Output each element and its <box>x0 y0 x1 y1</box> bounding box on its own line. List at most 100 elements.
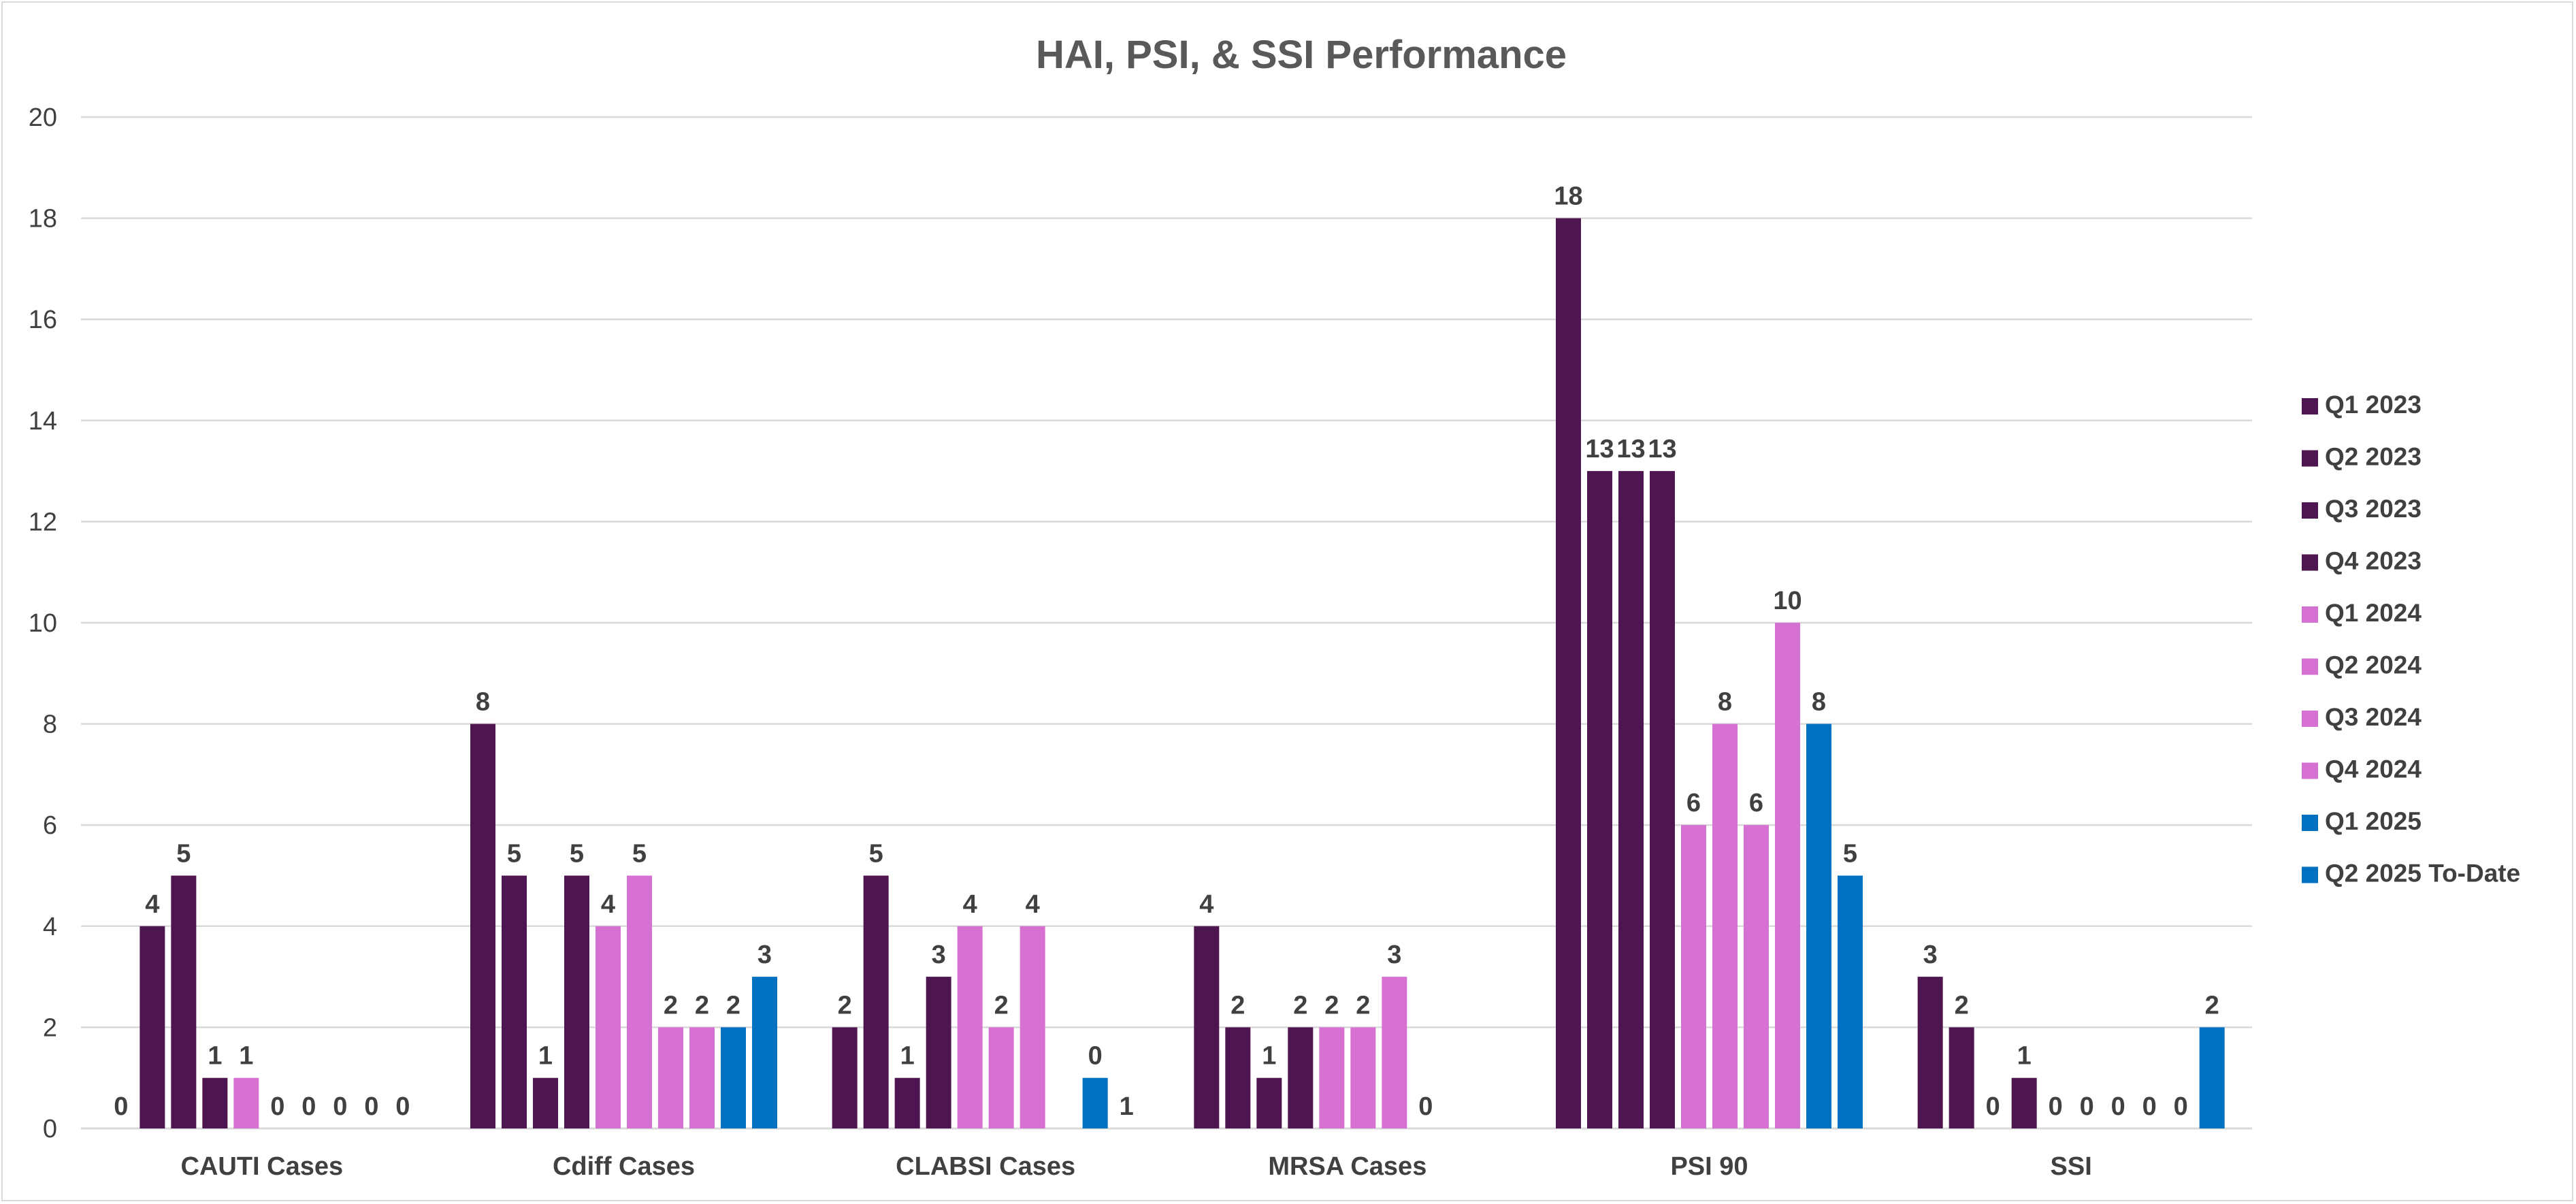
bar <box>533 1077 558 1128</box>
data-label: 0 <box>364 1092 378 1121</box>
y-axis-ticks: 0 2 4 6 8 10 12 14 16 18 20 <box>29 103 57 1143</box>
data-label: 2 <box>1293 991 1307 1020</box>
y-tick-label: 16 <box>29 306 57 334</box>
y-tick-label: 6 <box>43 811 57 840</box>
bar <box>502 875 527 1128</box>
legend-label: Q3 2023 <box>2325 495 2422 523</box>
x-category-label: MRSA Cases <box>1268 1152 1426 1181</box>
x-axis-categories: CAUTI Cases Cdiff Cases CLABSI Cases MRSA C… <box>181 1152 2092 1181</box>
bar <box>2011 1077 2037 1128</box>
data-label: 0 <box>1986 1092 2000 1121</box>
y-tick-label: 20 <box>29 103 57 132</box>
bar <box>233 1077 259 1128</box>
y-tick-label: 14 <box>29 407 57 436</box>
bar <box>1382 977 1407 1128</box>
data-label: 4 <box>601 890 615 919</box>
legend-label: Q4 2024 <box>2325 755 2422 783</box>
gridlines <box>81 116 2252 1130</box>
x-category-label: CAUTI Cases <box>181 1152 344 1181</box>
data-label: 0 <box>395 1092 410 1121</box>
bar <box>564 875 589 1128</box>
bar <box>2199 1027 2225 1128</box>
legend-swatch <box>2302 815 2318 831</box>
legend-label: Q2 2025 To-Date <box>2325 860 2520 888</box>
bar <box>926 977 951 1128</box>
data-label: 2 <box>1230 991 1245 1020</box>
data-label: 5 <box>176 840 191 868</box>
legend-swatch <box>2302 711 2318 727</box>
data-label: 2 <box>1356 991 1370 1020</box>
data-label: 1 <box>2017 1042 2032 1071</box>
bar <box>1744 825 1769 1128</box>
data-label: 3 <box>757 941 772 969</box>
data-label: 3 <box>1923 941 1938 969</box>
legend-swatch <box>2302 606 2318 623</box>
legend-swatch <box>2302 658 2318 675</box>
bar <box>832 1027 858 1128</box>
bar <box>627 875 652 1128</box>
legend-label: Q1 2023 <box>2325 391 2422 419</box>
data-label: 2 <box>1324 991 1339 1020</box>
y-tick-label: 18 <box>29 205 57 233</box>
data-label: 4 <box>963 890 977 919</box>
data-label: 3 <box>932 941 946 969</box>
data-label: 2 <box>1955 991 1969 1020</box>
data-label: 8 <box>1812 688 1826 717</box>
data-label: 0 <box>301 1092 316 1121</box>
bar <box>1288 1027 1314 1128</box>
bar <box>1256 1077 1282 1128</box>
bar <box>1838 875 1863 1128</box>
bar <box>1319 1027 1345 1128</box>
data-label: 8 <box>476 688 490 717</box>
legend: Q1 2023 Q2 2023 Q3 2023 Q4 2023 Q1 2024 Q2 20… <box>2302 391 2520 888</box>
data-label: 5 <box>1843 840 1857 868</box>
data-label: 18 <box>1554 182 1582 211</box>
data-label: 0 <box>270 1092 284 1121</box>
legend-label: Q2 2023 <box>2325 443 2422 471</box>
legend-label: Q1 2024 <box>2325 599 2422 627</box>
bar-chart: HAI, PSI, & SSI Performance 024681012141… <box>29 33 2520 1181</box>
bar <box>1618 471 1644 1128</box>
bar <box>171 875 197 1128</box>
legend-label: Q4 2023 <box>2325 547 2422 575</box>
data-label: 2 <box>838 991 852 1020</box>
data-label: 0 <box>2080 1092 2094 1121</box>
y-tick-label: 4 <box>43 913 57 941</box>
x-category-label: Cdiff Cases <box>553 1152 695 1181</box>
legend-swatch <box>2302 398 2318 414</box>
legend-swatch <box>2302 866 2318 883</box>
data-label: 1 <box>208 1042 222 1071</box>
data-label: 5 <box>570 840 584 868</box>
data-label: 0 <box>333 1092 347 1121</box>
bar <box>721 1027 746 1128</box>
bar <box>1556 218 1581 1129</box>
data-label: 1 <box>1120 1092 1134 1121</box>
bar <box>1020 926 1045 1128</box>
legend-label: Q2 2024 <box>2325 651 2422 679</box>
data-label: 3 <box>1387 941 1401 969</box>
data-label: 5 <box>869 840 883 868</box>
data-label: 1 <box>538 1042 553 1071</box>
data-label: 0 <box>1418 1092 1433 1121</box>
legend-swatch <box>2302 502 2318 519</box>
data-label: 13 <box>1585 435 1614 463</box>
legend-label: Q1 2025 <box>2325 807 2422 835</box>
bar <box>1194 926 1220 1128</box>
bar <box>1806 723 1831 1128</box>
data-label: 2 <box>695 991 709 1020</box>
bar <box>1775 623 1800 1128</box>
y-tick-label: 8 <box>43 711 57 739</box>
data-label: 0 <box>2174 1092 2188 1121</box>
data-label: 0 <box>2049 1092 2063 1121</box>
data-label: 1 <box>900 1042 915 1071</box>
x-category-label: SSI <box>2051 1152 2092 1181</box>
bar <box>1917 977 1943 1128</box>
data-label: 2 <box>2205 991 2219 1020</box>
data-label: 8 <box>1718 688 1732 717</box>
bar <box>140 926 165 1128</box>
data-label: 2 <box>664 991 678 1020</box>
bar <box>689 1027 715 1128</box>
bar <box>1712 723 1738 1128</box>
bar <box>1650 471 1675 1128</box>
data-label: 4 <box>1026 890 1040 919</box>
